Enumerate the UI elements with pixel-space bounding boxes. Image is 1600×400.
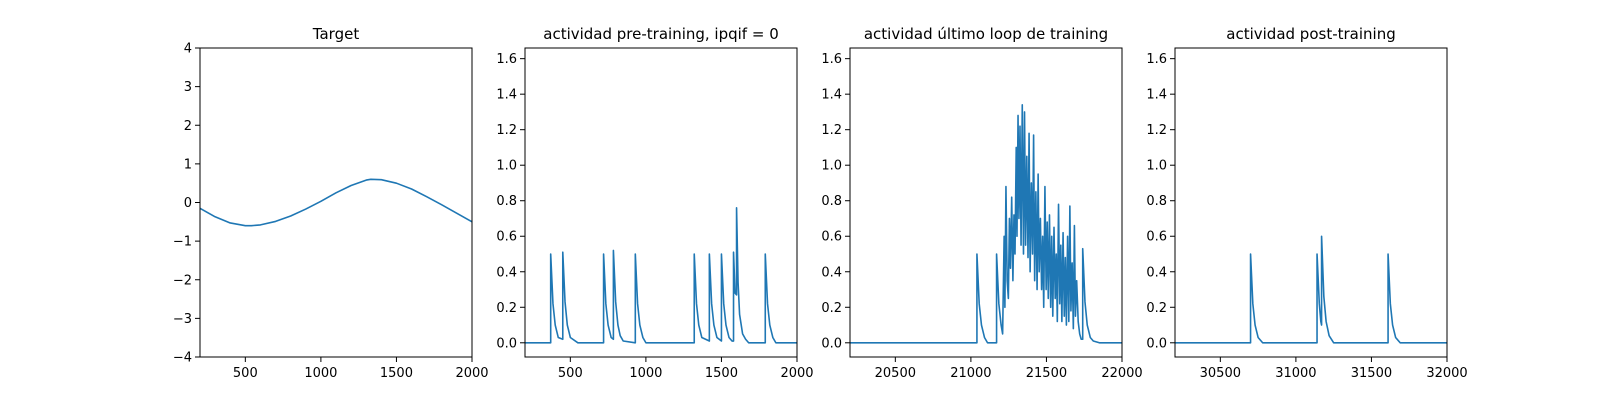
x-tick-label: 1000 xyxy=(629,366,662,381)
subplot-3: 20500 21000 21500 22000 0.0 0.2 0.4 0.6 0.8 1.0 1.… xyxy=(821,25,1142,381)
y-tick-label: −1 xyxy=(173,235,192,250)
y-tick-label: 1.6 xyxy=(1146,52,1167,67)
x-tick-label: 1500 xyxy=(380,366,413,381)
y-tick-label: 0.8 xyxy=(496,194,517,209)
y-tick-label: 1.4 xyxy=(821,88,842,103)
x-tick-label: 22000 xyxy=(1101,366,1142,381)
y-tick-label: 0.0 xyxy=(496,336,517,351)
y-tick-label: 1.2 xyxy=(496,123,517,138)
y-tick-label: 1.4 xyxy=(496,88,517,103)
series-line-1-1 xyxy=(199,178,473,227)
series-line-3-1 xyxy=(850,104,1122,344)
plot-frame xyxy=(849,47,1123,358)
series-line-2-1 xyxy=(525,207,797,344)
y-tick-label: −4 xyxy=(173,351,192,366)
y-tick-label: 1.0 xyxy=(496,159,517,174)
y-tick-label: 0.0 xyxy=(821,336,842,351)
y-tick-label: 0.6 xyxy=(496,230,517,245)
y-tick-label: 0.4 xyxy=(821,265,842,280)
subplot-title: actividad post-training xyxy=(1226,25,1395,43)
x-tick-label: 21500 xyxy=(1026,366,1067,381)
y-tick-label: 1.2 xyxy=(1146,123,1167,138)
x-tick-label: 32000 xyxy=(1426,366,1467,381)
x-tick-label: 20500 xyxy=(875,366,916,381)
y-tick-label: 1.6 xyxy=(821,52,842,67)
plot-frame xyxy=(524,47,798,358)
subplot-4: 30500 31000 31500 32000 0.0 0.2 0.4 0.6 0.8 1.0 1.… xyxy=(1146,25,1467,381)
y-tick-label: 0.4 xyxy=(1146,265,1167,280)
x-tick-label: 31000 xyxy=(1275,366,1316,381)
series-line-4-1 xyxy=(1175,235,1447,344)
y-tick-label: −2 xyxy=(173,273,192,288)
y-tick-label: 3 xyxy=(184,80,192,95)
x-tick-label: 1500 xyxy=(705,366,738,381)
x-tick-label: 31500 xyxy=(1351,366,1392,381)
subplot-title: Target xyxy=(312,25,360,43)
subplot-1: 500 1000 1500 2000 −4 −3 −2 −1 0 1 2 3 4 Target xyxy=(173,25,489,381)
plot-frame xyxy=(199,47,473,358)
subplot-2: 500 1000 1500 2000 0.0 0.2 0.4 0.6 0.8 1.0 1.2 1.4 1… xyxy=(496,25,813,381)
subplot-title: actividad pre-training, ipqif = 0 xyxy=(543,25,779,43)
y-tick-label: 1.4 xyxy=(1146,88,1167,103)
y-tick-label: 0.0 xyxy=(1146,336,1167,351)
y-tick-label: 0.2 xyxy=(496,301,517,316)
y-tick-label: 4 xyxy=(184,42,192,57)
x-tick-label: 30500 xyxy=(1200,366,1241,381)
x-tick-label: 1000 xyxy=(304,366,337,381)
x-tick-label: 500 xyxy=(558,366,583,381)
x-tick-label: 2000 xyxy=(455,366,488,381)
y-tick-label: 2 xyxy=(184,119,192,134)
y-tick-label: 0.8 xyxy=(1146,194,1167,209)
y-tick-label: 1.0 xyxy=(1146,159,1167,174)
y-tick-label: 1.2 xyxy=(821,123,842,138)
y-tick-label: −3 xyxy=(173,312,192,327)
x-tick-label: 500 xyxy=(233,366,258,381)
plot-frame xyxy=(1174,47,1448,358)
y-tick-label: 0 xyxy=(184,196,192,211)
y-tick-label: 0.6 xyxy=(821,230,842,245)
y-tick-label: 1.6 xyxy=(496,52,517,67)
y-tick-label: 1 xyxy=(184,157,192,172)
subplot-title: actividad último loop de training xyxy=(864,25,1108,43)
y-tick-label: 0.6 xyxy=(1146,230,1167,245)
y-tick-label: 0.2 xyxy=(1146,301,1167,316)
y-tick-label: 0.4 xyxy=(496,265,517,280)
x-tick-label: 21000 xyxy=(950,366,991,381)
y-tick-label: 0.2 xyxy=(821,301,842,316)
y-tick-label: 0.8 xyxy=(821,194,842,209)
x-tick-label: 2000 xyxy=(780,366,813,381)
y-tick-label: 1.0 xyxy=(821,159,842,174)
